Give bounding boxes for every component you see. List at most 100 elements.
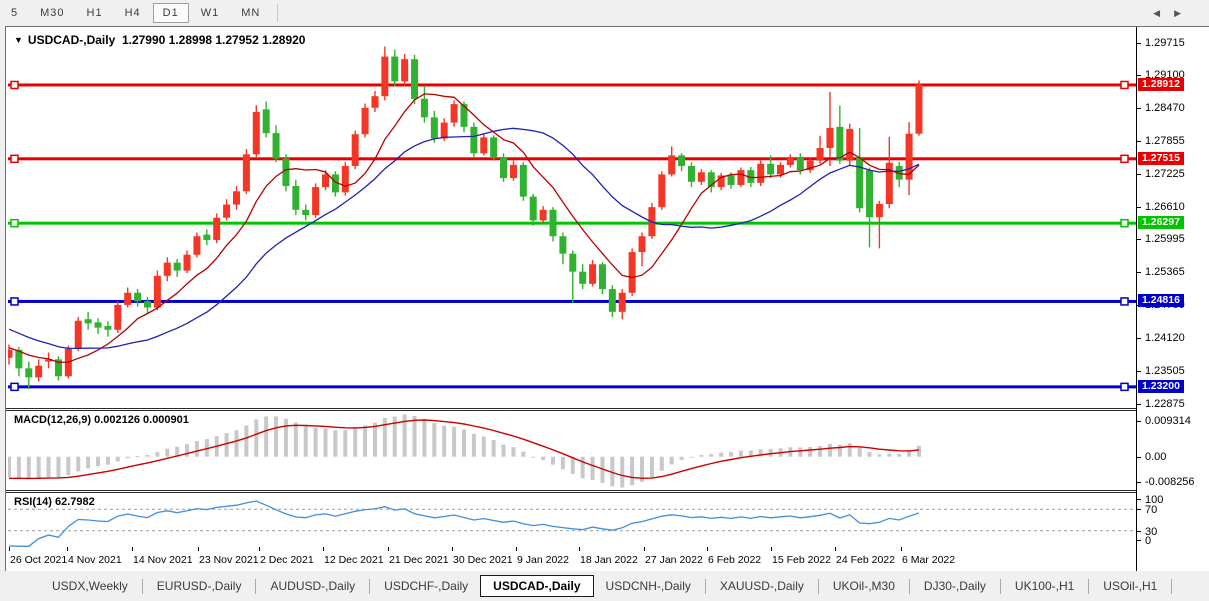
- macd-axis-tickmark: [1137, 421, 1141, 422]
- rsi-axis-tick: 0: [1145, 535, 1152, 547]
- macd-axis-top: 0.009314: [1145, 415, 1191, 427]
- time-axis-label: 4 Nov 2021: [68, 554, 122, 566]
- tab-divider: [255, 578, 257, 594]
- panel-separator[interactable]: [6, 490, 1136, 491]
- time-axis-label: 12 Dec 2021: [324, 554, 384, 566]
- chart-window: ▼ USDCAD-,Daily 1.27990 1.28998 1.27952 1…: [5, 26, 1209, 572]
- price-axis-tick: 1.25995: [1145, 233, 1185, 246]
- macd-signal-line: [8, 419, 920, 480]
- timeframe-button-m30[interactable]: M30: [40, 7, 65, 19]
- macd-axis-tickmark: [1137, 456, 1141, 458]
- time-axis-tickmark: [516, 547, 517, 551]
- time-axis-label: 24 Feb 2022: [836, 554, 895, 566]
- tab-divider: [704, 578, 706, 594]
- chart-tab-uk100-h1[interactable]: UK100-,H1: [1014, 579, 1075, 593]
- chart-tab-ukoil-m30[interactable]: UKOil-,M30: [832, 579, 895, 593]
- price-axis-tickmark: [1137, 370, 1141, 372]
- price-axis-tickmark: [1137, 174, 1141, 176]
- time-axis-tickmark: [67, 547, 68, 551]
- chart-tab-eurusd-daily[interactable]: EURUSD-,Daily: [156, 579, 242, 593]
- time-axis[interactable]: 26 Oct 2021 4 Nov 2021 14 Nov 2021 23 Nov 2…: [6, 547, 1136, 571]
- time-axis-label: 9 Jan 2022: [517, 554, 569, 566]
- panel-separator[interactable]: [6, 410, 1136, 411]
- price-line-badge: 1.27515: [1138, 151, 1184, 165]
- chart-tab-usdcnh-daily[interactable]: USDCNH-,Daily: [605, 579, 691, 593]
- candles-layer: [8, 46, 923, 389]
- time-axis-tickmark: [835, 547, 836, 551]
- tab-scroll-right-icon[interactable]: ▶: [1174, 8, 1195, 18]
- time-axis-tickmark: [452, 547, 453, 551]
- tab-scroll-left-icon[interactable]: ◀: [1153, 8, 1175, 18]
- price-axis-tickmark: [1137, 75, 1141, 77]
- timeframe-toolbar: 5 M30 H1 H4 D1 W1 MN: [0, 0, 1209, 26]
- chart-tab-usoil-h1[interactable]: USOil-,H1: [1103, 579, 1158, 593]
- time-axis-label: 6 Mar 2022: [902, 554, 956, 566]
- price-axis-tick: 1.23505: [1145, 364, 1185, 377]
- chart-tab-xauusd-daily[interactable]: XAUUSD-,Daily: [719, 579, 804, 593]
- main-price-chart[interactable]: [8, 28, 1136, 408]
- time-axis-tickmark: [707, 547, 708, 551]
- panel-separator[interactable]: [6, 492, 1136, 493]
- chart-title-symbol: USDCAD-,Daily: [27, 33, 116, 47]
- time-axis-label: 30 Dec 2021: [453, 554, 513, 566]
- rsi-axis-tickmark: [1137, 540, 1141, 541]
- ma-slow-line: [8, 127, 920, 350]
- time-axis-label: 27 Jan 2022: [645, 554, 703, 566]
- time-axis-label: 21 Dec 2021: [389, 554, 449, 566]
- time-axis-tickmark: [771, 547, 772, 551]
- time-axis-tickmark: [323, 547, 324, 551]
- symbol-dropdown-icon[interactable]: ▼: [14, 35, 23, 45]
- timeframe-button-h1[interactable]: H1: [86, 7, 103, 19]
- rsi-indicator-panel[interactable]: [8, 493, 1136, 547]
- rsi-label: RSI(14) 62.7982: [14, 496, 95, 508]
- time-axis-label: 23 Nov 2021: [199, 554, 259, 566]
- tab-divider: [1171, 578, 1173, 594]
- time-axis-tickmark: [901, 547, 902, 551]
- timeframe-button-d1[interactable]: D1: [152, 3, 189, 23]
- tab-scroll-arrows: ◀▶: [1153, 8, 1195, 19]
- tab-divider: [908, 578, 910, 594]
- chart-tab-usdx-weekly[interactable]: USDX,Weekly: [52, 579, 128, 593]
- chart-tab-dj30-daily[interactable]: DJ30-,Daily: [923, 579, 986, 593]
- price-axis-tick: 1.26610: [1145, 200, 1185, 213]
- tab-divider: [999, 578, 1001, 594]
- time-axis-tickmark: [198, 547, 199, 551]
- time-axis-tickmark: [579, 547, 580, 551]
- macd-label: MACD(12,26,9) 0.002126 0.000901: [14, 414, 189, 426]
- price-axis-tick: 1.24120: [1145, 332, 1185, 345]
- tab-divider: [141, 578, 143, 594]
- panel-separator[interactable]: [6, 408, 1136, 409]
- time-axis-label: 18 Jan 2022: [580, 554, 638, 566]
- time-axis-tickmark: [132, 547, 133, 551]
- chart-tab-audusd-daily[interactable]: AUDUSD-,Daily: [270, 579, 356, 593]
- horizontal-level-lines: [8, 80, 1136, 392]
- ma-fast-line: [8, 93, 920, 363]
- tab-divider: [817, 578, 819, 594]
- rsi-line: [8, 500, 920, 547]
- macd-axis-bottom: -0.008256: [1145, 476, 1195, 488]
- price-axis-tickmark: [1137, 108, 1141, 110]
- time-axis-label: 2 Dec 2021: [260, 554, 314, 566]
- price-line-badge: 1.26297: [1138, 216, 1184, 230]
- chart-title-ohlc: 1.27990 1.28998 1.27952 1.28920: [121, 33, 306, 47]
- timeframe-button-w1[interactable]: W1: [200, 7, 220, 19]
- chart-tab-usdcad-daily[interactable]: USDCAD-,Daily: [480, 575, 594, 597]
- price-axis-tickmark: [1137, 404, 1141, 406]
- macd-indicator-panel[interactable]: [8, 411, 1136, 490]
- timeframe-button-5[interactable]: 5: [11, 7, 19, 19]
- timeframe-button-h4[interactable]: H4: [124, 7, 141, 19]
- time-axis-label: 15 Feb 2022: [772, 554, 831, 566]
- chart-tab-usdchf-daily[interactable]: USDCHF-,Daily: [384, 579, 469, 593]
- time-axis-tickmark: [388, 547, 389, 551]
- price-axis-tickmark: [1137, 206, 1141, 208]
- price-axis[interactable]: 1.29715 1.29100 1.28470 1.27855 1.27225 1.266…: [1136, 27, 1209, 571]
- timeframe-button-mn[interactable]: MN: [241, 7, 261, 19]
- price-axis-tick: 1.22875: [1145, 398, 1185, 411]
- price-axis-tick: 1.29715: [1145, 36, 1185, 49]
- chart-tab-bar: USDX,Weekly EURUSD-,Daily AUDUSD-,Daily USD…: [0, 571, 1209, 601]
- rsi-axis-tickmark: [1137, 509, 1141, 511]
- price-axis-tickmark: [1137, 338, 1141, 340]
- price-axis-tickmark: [1137, 140, 1141, 142]
- price-axis-tickmark: [1137, 239, 1141, 241]
